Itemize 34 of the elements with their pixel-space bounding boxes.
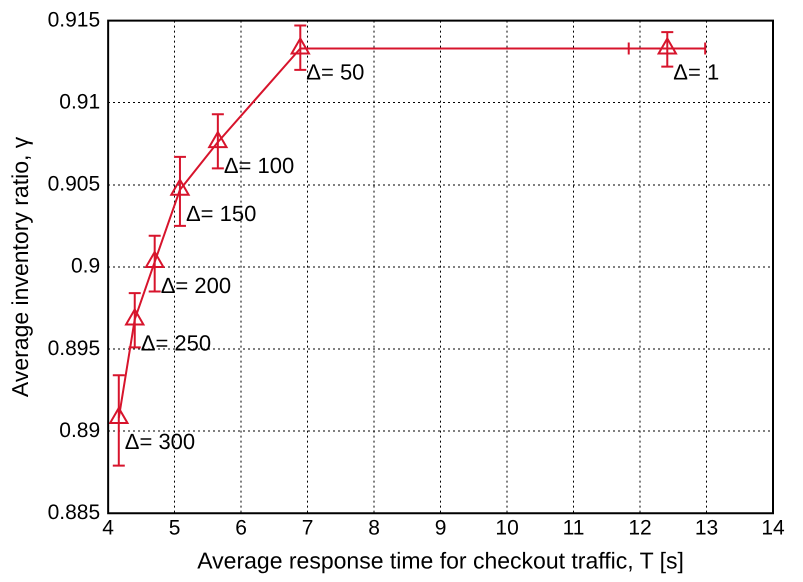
x-tick-label: 10 bbox=[495, 516, 519, 540]
x-tick-label: 8 bbox=[368, 516, 380, 540]
y-tick-label: 0.905 bbox=[48, 172, 100, 196]
point bbox=[109, 406, 128, 424]
annotation: Δ= 200 bbox=[160, 273, 232, 298]
x-tick-label: 13 bbox=[694, 516, 718, 540]
annotation: Δ= 1 bbox=[673, 60, 720, 85]
point bbox=[145, 250, 164, 268]
annotation: Δ= 250 bbox=[140, 330, 212, 356]
point bbox=[208, 131, 228, 148]
x-tick-label: 14 bbox=[761, 516, 785, 540]
annotation: Δ= 100 bbox=[224, 153, 294, 178]
y-tick-label: 0.895 bbox=[48, 336, 100, 360]
x-axis-title: Average response time for checkout traffic, T [s] bbox=[197, 548, 684, 574]
x-tick-label: 9 bbox=[434, 516, 446, 540]
x-tick-label: 4 bbox=[102, 516, 114, 540]
x-tick-label: 12 bbox=[628, 516, 652, 540]
y-tick-label: 0.89 bbox=[59, 418, 100, 442]
annotation: Δ= 50 bbox=[306, 60, 364, 85]
y-tick-label: 0.9 bbox=[70, 254, 100, 278]
point bbox=[125, 308, 144, 326]
y-tick-label: 0.91 bbox=[59, 90, 100, 114]
x-tick-label: 7 bbox=[302, 516, 314, 540]
point bbox=[290, 38, 310, 55]
point bbox=[170, 178, 190, 196]
annotation: Δ= 300 bbox=[124, 429, 196, 454]
x-tick-label: 6 bbox=[235, 516, 247, 540]
x-tick-label: 5 bbox=[168, 516, 180, 540]
x-tick-label: 11 bbox=[562, 516, 584, 540]
point bbox=[658, 38, 677, 55]
y-tick-label: 0.885 bbox=[48, 500, 100, 524]
y-tick-label: 0.915 bbox=[48, 8, 100, 32]
y-axis-title: Average inventory ratio, γ bbox=[7, 136, 34, 398]
annotation: Δ= 150 bbox=[186, 200, 256, 226]
